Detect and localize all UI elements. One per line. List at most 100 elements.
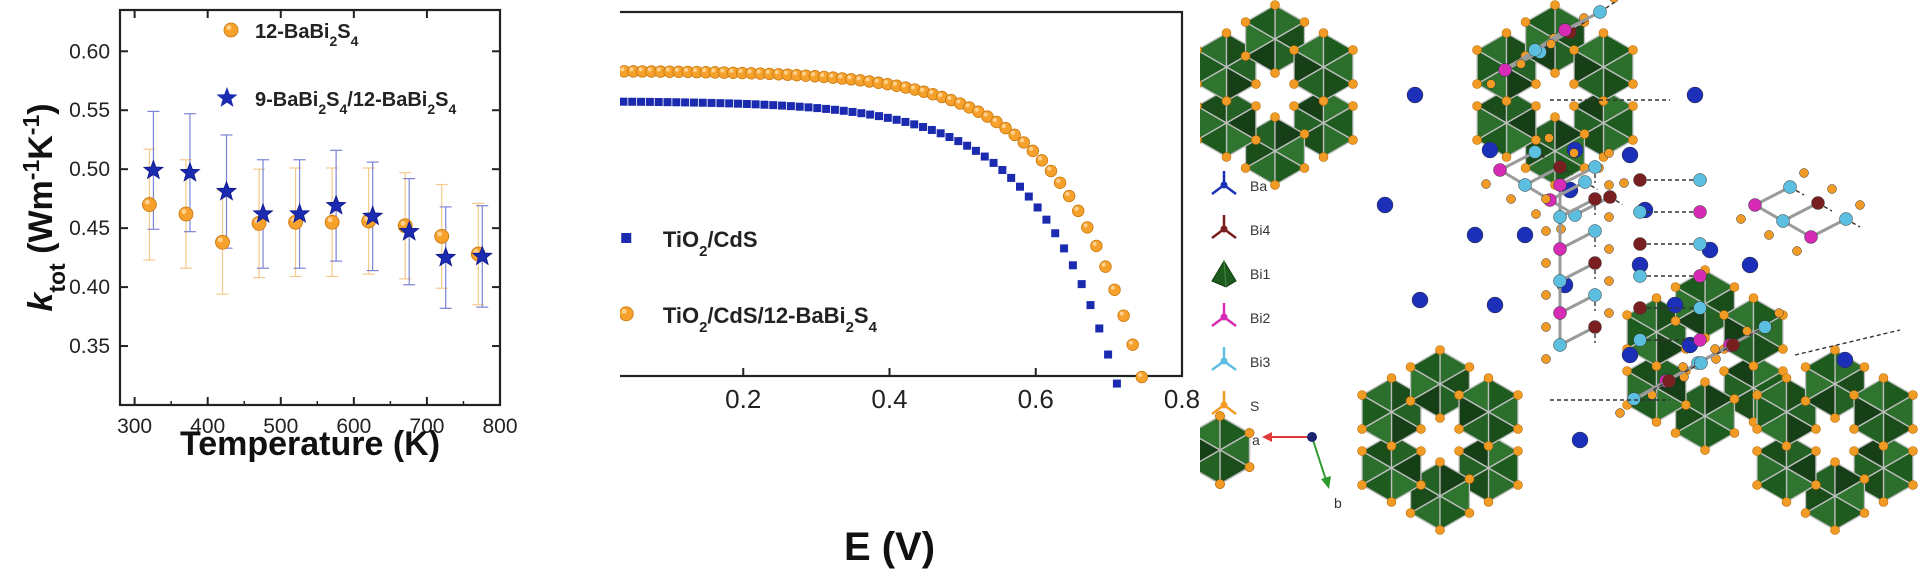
bi4-atom — [1811, 196, 1825, 210]
s-atom — [1849, 446, 1859, 456]
ba-atom — [1836, 351, 1854, 369]
data-point-square — [742, 99, 751, 108]
data-point-orange-highlight — [947, 96, 952, 101]
x-tick-label: 800 — [482, 415, 517, 438]
s-atom — [1778, 344, 1788, 354]
ba-atom — [1621, 346, 1639, 364]
s-atom — [1454, 446, 1464, 456]
s-atom — [1878, 497, 1889, 507]
bi1-cluster-tr-facet — [1524, 3, 1556, 41]
ba-atom — [1516, 226, 1534, 244]
s-atom — [1781, 441, 1792, 451]
bi2-atom — [1553, 242, 1567, 256]
s-atom — [1800, 362, 1811, 372]
s-atom — [1464, 508, 1475, 518]
s-atom — [1520, 17, 1531, 27]
data-point-orange — [1108, 283, 1121, 296]
data-point-square — [751, 100, 760, 109]
data-point-orange-highlight — [702, 68, 707, 73]
x-tick-label: 0.4 — [871, 384, 907, 414]
s-atom — [1240, 17, 1251, 27]
s-atom — [1289, 79, 1299, 89]
data-point-star — [142, 159, 164, 180]
s-atom — [1811, 480, 1821, 490]
ladder-atom — [1633, 333, 1647, 347]
data-point-orange-highlight — [674, 67, 680, 72]
s-atom — [1270, 112, 1280, 122]
data-point-square — [628, 97, 637, 106]
s-atom — [1729, 282, 1740, 292]
data-point-orange-highlight — [620, 67, 625, 72]
legend-label: Bi3 — [1250, 354, 1270, 370]
legend-label: S — [1250, 398, 1259, 414]
bi2-atom — [1804, 230, 1818, 244]
data-point-orange-highlight — [327, 217, 333, 223]
data-point-square — [1095, 324, 1104, 333]
b-axis-arrow — [1311, 436, 1327, 481]
data-point-square — [919, 123, 928, 132]
data-point-orange-highlight — [756, 69, 761, 74]
s-atom — [1859, 362, 1870, 372]
bi4-atom — [1588, 320, 1602, 334]
bi1-cluster-tr-facet — [1602, 104, 1634, 142]
bi1-cluster-tl-facet — [1244, 3, 1276, 41]
s-atom — [1318, 28, 1329, 38]
data-point-orange-highlight — [729, 68, 734, 73]
data-point-square — [857, 109, 866, 118]
data-point-orange-highlight — [1001, 124, 1006, 129]
s-atom — [1859, 508, 1870, 518]
s-atom — [1531, 135, 1541, 145]
s-atom — [1318, 152, 1329, 162]
data-point-orange-highlight — [892, 81, 897, 86]
y-tick-label: 0.60 — [69, 40, 110, 63]
data-point-square — [1086, 301, 1095, 310]
s-atom — [1483, 497, 1494, 507]
s-atom — [1501, 152, 1512, 162]
s-atom — [1628, 135, 1638, 145]
s-atom — [1348, 79, 1358, 89]
s-atom — [1619, 178, 1629, 188]
bi3-atom — [1528, 43, 1542, 57]
ladder-atom — [1633, 173, 1647, 187]
ba-atom — [1686, 86, 1704, 104]
s-atom — [1764, 230, 1774, 240]
data-point-orange-highlight — [747, 69, 752, 74]
s-atom — [1811, 424, 1821, 434]
data-point-orange-highlight — [965, 103, 970, 108]
data-point-square — [936, 129, 945, 138]
data-point-orange-highlight — [874, 78, 879, 83]
ba-atom — [1621, 146, 1639, 164]
data-point-orange — [1090, 239, 1103, 253]
s-atom — [1251, 101, 1261, 111]
legend-label: Bi2 — [1250, 310, 1270, 326]
data-point-square — [1033, 203, 1042, 212]
legend-item-bi4: Bi4 — [1211, 215, 1270, 239]
a-axis-arrowhead — [1262, 432, 1272, 442]
s-atom — [1550, 0, 1560, 10]
s-atom — [1472, 101, 1482, 111]
s-atom — [1700, 377, 1710, 387]
legend-label: TiO2/CdS/12-BaBi2S4 — [663, 303, 878, 336]
bi1-cluster-bl-facet — [1360, 466, 1393, 504]
s-atom — [1318, 96, 1329, 106]
s-atom — [1541, 322, 1551, 332]
s-atom — [1670, 282, 1681, 292]
s-atom — [1569, 101, 1579, 111]
ba-atom — [1666, 296, 1684, 314]
data-point-orange-highlight — [792, 71, 798, 76]
bi1-cluster-br-facet — [1755, 466, 1788, 504]
legend-marker-star — [216, 87, 238, 107]
legend-marker-orange — [620, 306, 634, 322]
data-point-star — [179, 161, 201, 182]
legend-atom-icon — [1220, 313, 1228, 321]
s-atom — [1483, 373, 1494, 383]
data-point-orange-highlight — [811, 72, 816, 77]
s-atom — [1531, 209, 1541, 219]
s-atom — [1464, 474, 1475, 484]
bi1-cluster-tl-facet — [1322, 104, 1354, 142]
data-point-orange-highlight — [1019, 138, 1025, 143]
data-point-orange-highlight — [638, 67, 643, 72]
s-atom — [1299, 163, 1310, 173]
s-atom — [1799, 168, 1809, 178]
